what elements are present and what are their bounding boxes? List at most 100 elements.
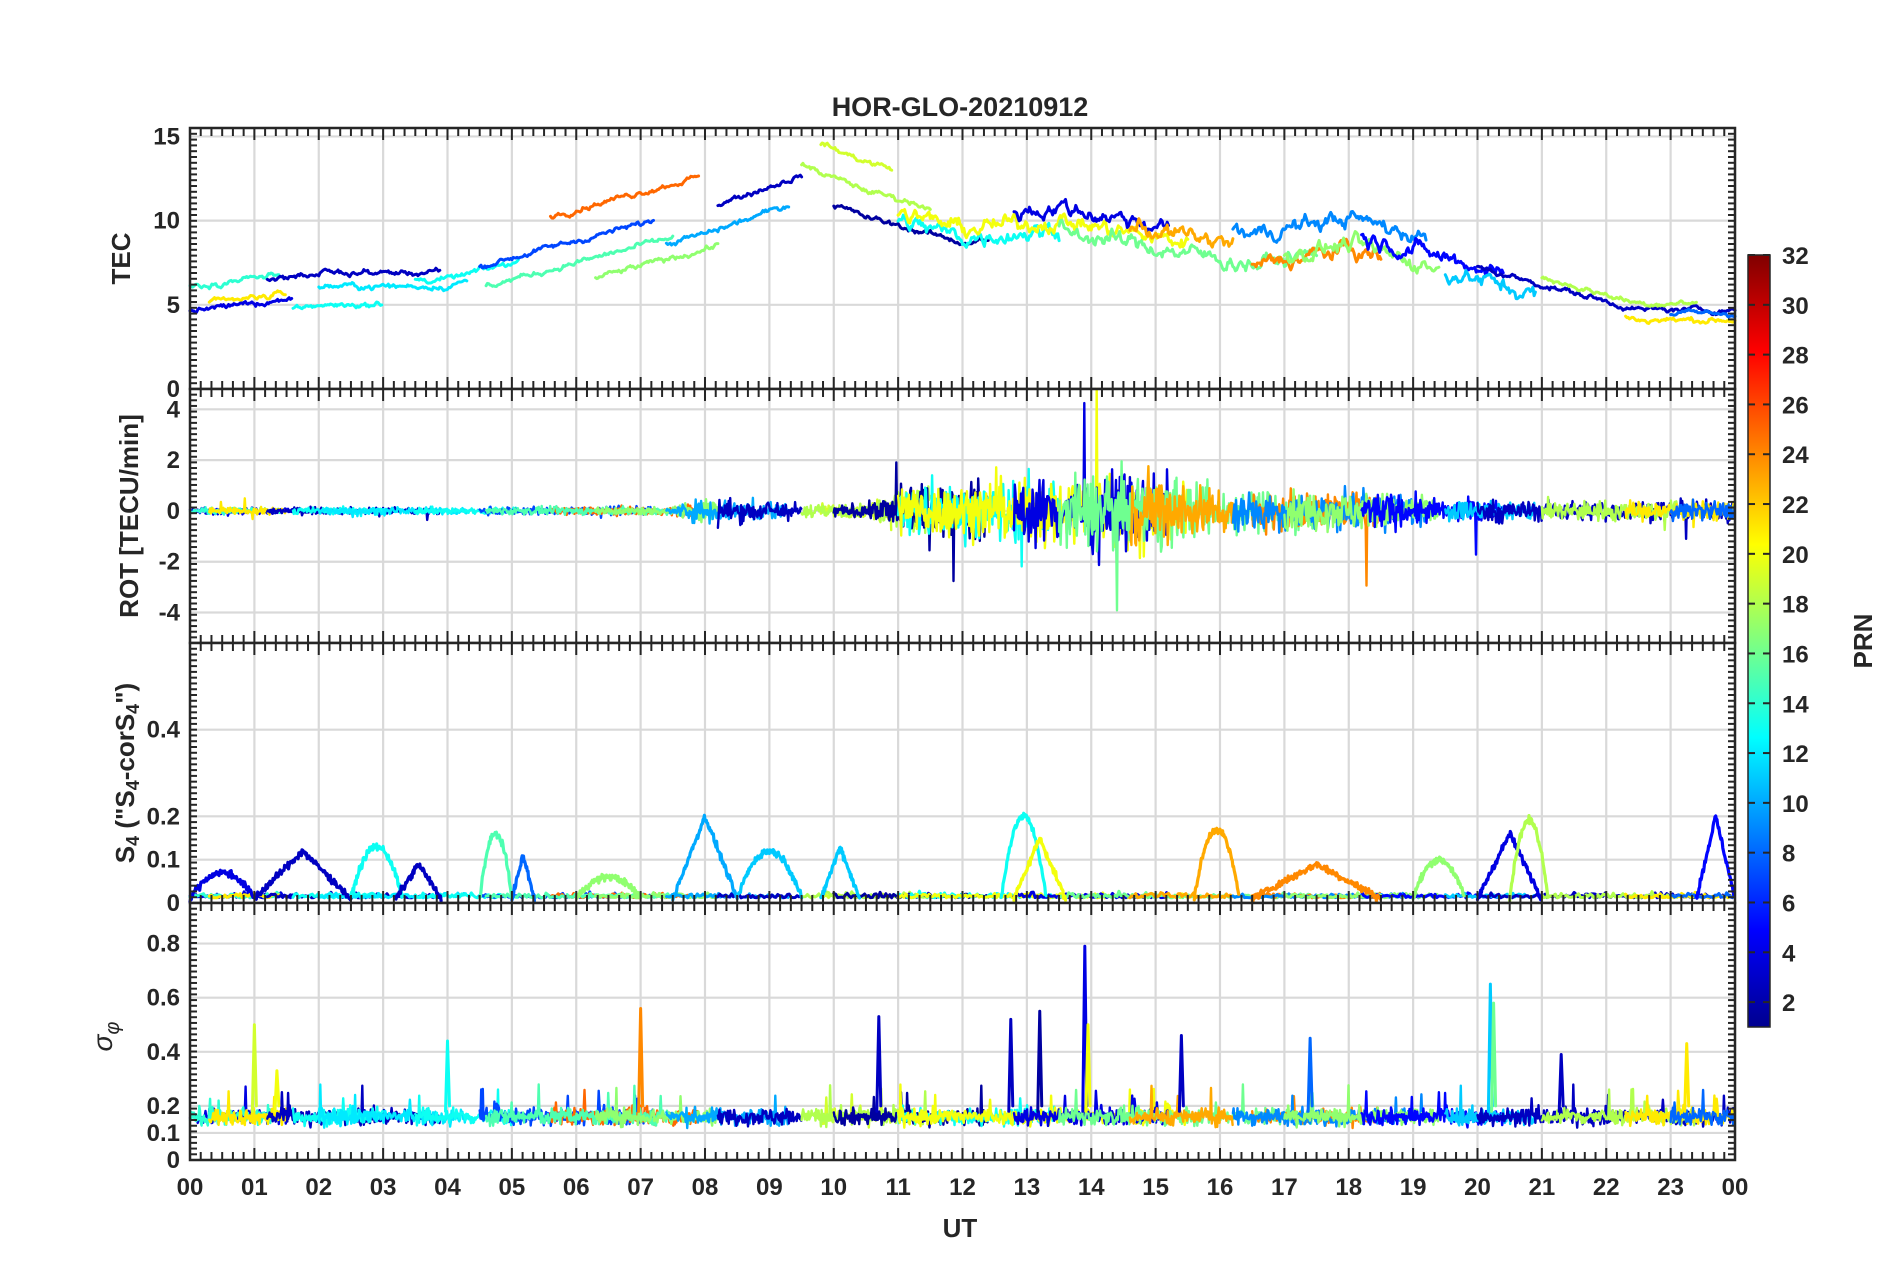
tec-track-prn-18 — [1540, 275, 1698, 308]
y-tick-label: 0.6 — [147, 985, 180, 1012]
colorbar-tick-label: 10 — [1782, 791, 1809, 818]
tec-track-prn-19 — [819, 141, 894, 172]
y-tick-label: -4 — [159, 600, 181, 627]
s4-event-prn-11 — [735, 847, 804, 900]
plot-area — [188, 141, 1737, 325]
s4-event-prn-17 — [1411, 855, 1466, 901]
minor-ticks — [189, 642, 1736, 904]
sigma-spike-prn-19 — [250, 1023, 258, 1113]
rot-track-prn-8 — [1669, 498, 1736, 523]
panel-tec: 0 5 10 15 TEC — [106, 123, 1737, 403]
y-axis-label-rot: ROT [TECU/min] — [114, 414, 144, 618]
sigma-spike-prn-3 — [1007, 1017, 1015, 1113]
y-tick-label: 0.4 — [147, 717, 181, 744]
y-tick-label: 0.4 — [147, 1039, 181, 1066]
tec-track-prn-3 — [716, 173, 804, 208]
tec-track-prn-15 — [484, 234, 675, 288]
sigma-track-prn-12 — [317, 1083, 468, 1129]
x-tick-label: 20 — [1464, 1174, 1491, 1201]
tec-track-prn-18 — [800, 161, 932, 211]
y-label-part: S — [110, 846, 140, 863]
s4-event-prn-18 — [1508, 813, 1550, 903]
y-label-subscript: 4 — [123, 780, 143, 790]
x-tick-label: 08 — [692, 1174, 719, 1201]
sigma-spike-prn-8 — [1306, 1036, 1314, 1113]
colorbar-label: PRN — [1848, 614, 1878, 669]
tec-track-prn-9 — [1231, 210, 1428, 244]
tec-track-prn-12 — [317, 278, 469, 293]
sigma-spike-prn-20 — [273, 1069, 281, 1113]
y-tick-label: -2 — [159, 549, 180, 576]
tec-track-prn-4 — [188, 296, 294, 315]
tec-track-prn-13 — [291, 300, 384, 311]
y-tick-label: 0.2 — [147, 1093, 180, 1120]
tec-track-prn-21 — [1624, 314, 1737, 325]
colorbar-tick-label: 12 — [1782, 741, 1809, 768]
y-tick-label: 10 — [153, 208, 180, 235]
x-tick-label: 19 — [1400, 1174, 1427, 1201]
s4-baseline-prn-17 — [1282, 891, 1439, 900]
sigma-spike-prn-3 — [1177, 1034, 1185, 1113]
x-tick-label: 04 — [434, 1174, 461, 1201]
x-tick-label: 14 — [1078, 1174, 1105, 1201]
x-tick-label: 01 — [241, 1174, 268, 1201]
tec-track-prn-11 — [1443, 269, 1537, 301]
y-axis-label-sigma: σφ — [87, 1022, 124, 1052]
tec-track-prn-8 — [1669, 307, 1737, 319]
sigma-track-prn-8 — [1669, 1088, 1736, 1127]
s4-event-prn-4 — [1475, 829, 1543, 902]
panel-s4: 00.10.20.4S4 ("S4-corS4") — [110, 641, 1737, 917]
s4-event-prn-23 — [1192, 826, 1241, 902]
y-tick-label: 0 — [167, 1147, 180, 1174]
rot-track-prn-23 — [1128, 465, 1234, 547]
sigma-track-prn-4 — [1012, 1089, 1169, 1128]
sigma-spike-prn-3 — [1557, 1052, 1565, 1113]
axes — [188, 387, 1737, 645]
sigma-spike-prn-3 — [875, 1015, 883, 1113]
s4-event-prn-11 — [819, 845, 862, 900]
y-tick-label: 0 — [167, 376, 180, 403]
sigma-track-prn-21 — [1624, 1089, 1736, 1128]
s4-event-prn-17 — [574, 872, 643, 900]
colorbar-tick-label: 24 — [1782, 442, 1809, 469]
x-tick-label: 15 — [1142, 1174, 1169, 1201]
y-label-subscript: φ — [102, 1022, 124, 1035]
tec-track-prn-25 — [549, 174, 701, 220]
tec-track-prn-7 — [478, 218, 655, 270]
sigma-spike-prn-24 — [637, 1007, 645, 1113]
colorbar-tick-label: 32 — [1782, 243, 1809, 270]
y-axis-label-tec: TEC — [106, 232, 136, 284]
minor-ticks — [189, 127, 1736, 390]
tec-track-prn-10 — [664, 205, 791, 247]
x-tick-label: 00 — [177, 1174, 204, 1201]
sigma-track-prn-23 — [1128, 1084, 1234, 1129]
y-label-subscript: 4 — [123, 704, 143, 714]
colorbar-tick-label: 14 — [1782, 691, 1809, 718]
colorbar-tick-label: 26 — [1782, 392, 1809, 419]
colorbar-tick-label: 30 — [1782, 293, 1809, 320]
s4-event-prn-4 — [188, 868, 256, 904]
tec-track-prn-5 — [1360, 232, 1505, 276]
x-tick-label: 11 — [885, 1174, 910, 1201]
sigma-spike-prn-13 — [444, 1039, 451, 1113]
plot-area — [188, 387, 1736, 612]
y-tick-label: 5 — [167, 292, 180, 319]
tec-track-prn-3 — [265, 266, 442, 283]
y-tick-label: 0.1 — [147, 847, 180, 874]
y-tick-label: 4 — [167, 396, 181, 423]
minor-ticks — [189, 388, 1736, 644]
colorbar-bar — [1747, 254, 1771, 1028]
x-tick-label: 16 — [1207, 1174, 1234, 1201]
sigma-track-prn-14 — [188, 1097, 281, 1127]
y-tick-label: 0 — [167, 890, 180, 917]
sigma-track-prn-3 — [716, 1107, 803, 1128]
s4-event-prn-3 — [252, 848, 353, 902]
x-axis-label: UT — [943, 1213, 978, 1243]
x-tick-label: 13 — [1014, 1174, 1041, 1201]
axes — [188, 126, 1737, 391]
colorbar-tick-label: 22 — [1782, 492, 1809, 519]
tec-track-prn-17 — [594, 242, 720, 281]
x-tick-label: 17 — [1271, 1174, 1298, 1201]
